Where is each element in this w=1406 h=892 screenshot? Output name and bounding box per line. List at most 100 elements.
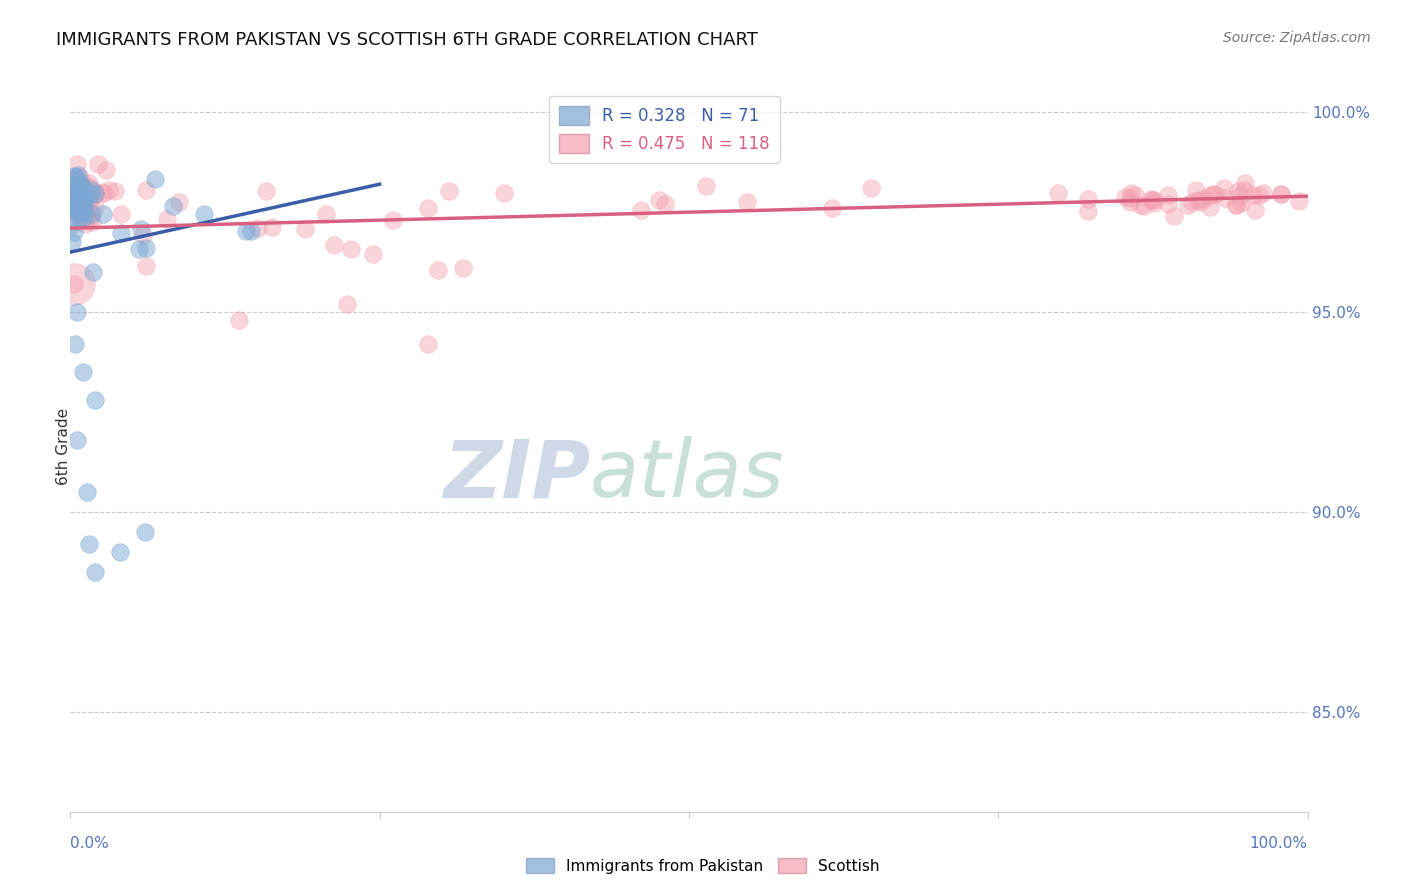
Point — [66, 180, 89, 194]
Point — [62, 198, 84, 212]
Point — [83, 200, 105, 214]
Text: ZIP: ZIP — [443, 436, 591, 515]
Point — [66, 194, 89, 208]
Point — [695, 179, 717, 194]
Point — [83, 186, 105, 201]
Point — [1046, 186, 1069, 200]
Point — [1119, 194, 1142, 209]
Point — [63, 337, 86, 351]
Point — [1243, 203, 1265, 218]
Point — [70, 187, 93, 202]
Point — [128, 243, 150, 257]
Point — [67, 168, 90, 182]
Legend: Immigrants from Pakistan, Scottish: Immigrants from Pakistan, Scottish — [520, 852, 886, 880]
Point — [132, 228, 155, 243]
Point — [654, 197, 676, 211]
Point — [418, 201, 440, 215]
Point — [1077, 192, 1099, 206]
Point — [1198, 188, 1220, 202]
Point — [193, 207, 215, 221]
Point — [1142, 193, 1164, 207]
Point — [135, 259, 157, 273]
Point — [1233, 183, 1256, 197]
Point — [1119, 186, 1142, 200]
Point — [162, 199, 184, 213]
Point — [1204, 186, 1226, 201]
Point — [110, 226, 132, 240]
Point — [75, 190, 97, 204]
Text: 0.0%: 0.0% — [70, 836, 110, 851]
Point — [648, 194, 671, 208]
Point — [66, 433, 89, 447]
Point — [72, 188, 94, 202]
Point — [73, 192, 96, 206]
Point — [1123, 187, 1146, 202]
Point — [437, 184, 460, 198]
Point — [1227, 185, 1250, 199]
Point — [735, 194, 758, 209]
Point — [336, 297, 359, 311]
Point — [630, 203, 652, 218]
Point — [60, 187, 83, 202]
Point — [83, 187, 105, 202]
Point — [1270, 186, 1292, 201]
Point — [67, 199, 90, 213]
Point — [1213, 191, 1236, 205]
Point — [1177, 198, 1199, 212]
Point — [1229, 189, 1251, 203]
Point — [96, 162, 118, 177]
Point — [69, 177, 91, 191]
Point — [363, 247, 385, 261]
Point — [260, 219, 283, 234]
Point — [492, 186, 515, 200]
Point — [93, 207, 115, 221]
Point — [65, 201, 87, 215]
Point — [67, 178, 90, 193]
Point — [1143, 196, 1166, 211]
Point — [79, 213, 101, 227]
Text: atlas: atlas — [591, 436, 785, 515]
Point — [76, 207, 98, 221]
Point — [70, 197, 93, 211]
Point — [67, 185, 90, 199]
Point — [1191, 192, 1213, 206]
Point — [65, 192, 87, 206]
Point — [63, 202, 86, 216]
Point — [62, 191, 84, 205]
Point — [340, 243, 363, 257]
Point — [1247, 188, 1270, 202]
Point — [381, 212, 404, 227]
Point — [1132, 199, 1154, 213]
Point — [82, 206, 104, 220]
Point — [97, 183, 120, 197]
Point — [60, 194, 83, 209]
Point — [75, 211, 97, 226]
Point — [93, 186, 115, 200]
Point — [72, 212, 94, 227]
Point — [63, 178, 86, 193]
Point — [80, 205, 103, 219]
Point — [66, 202, 89, 216]
Point — [235, 223, 257, 237]
Point — [246, 220, 269, 235]
Point — [66, 305, 89, 319]
Point — [1180, 194, 1202, 209]
Point — [1225, 198, 1247, 212]
Point — [63, 199, 86, 213]
Point — [1199, 200, 1222, 214]
Point — [821, 202, 844, 216]
Point — [83, 185, 105, 199]
Point — [70, 193, 93, 207]
Point — [67, 206, 90, 220]
Point — [63, 194, 86, 209]
Point — [60, 235, 83, 249]
Point — [73, 187, 96, 202]
Point — [84, 565, 107, 579]
Point — [63, 169, 86, 183]
Point — [1241, 188, 1264, 202]
Point — [65, 204, 87, 219]
Point — [70, 188, 93, 202]
Point — [240, 224, 263, 238]
Point — [110, 207, 132, 221]
Point — [62, 187, 84, 202]
